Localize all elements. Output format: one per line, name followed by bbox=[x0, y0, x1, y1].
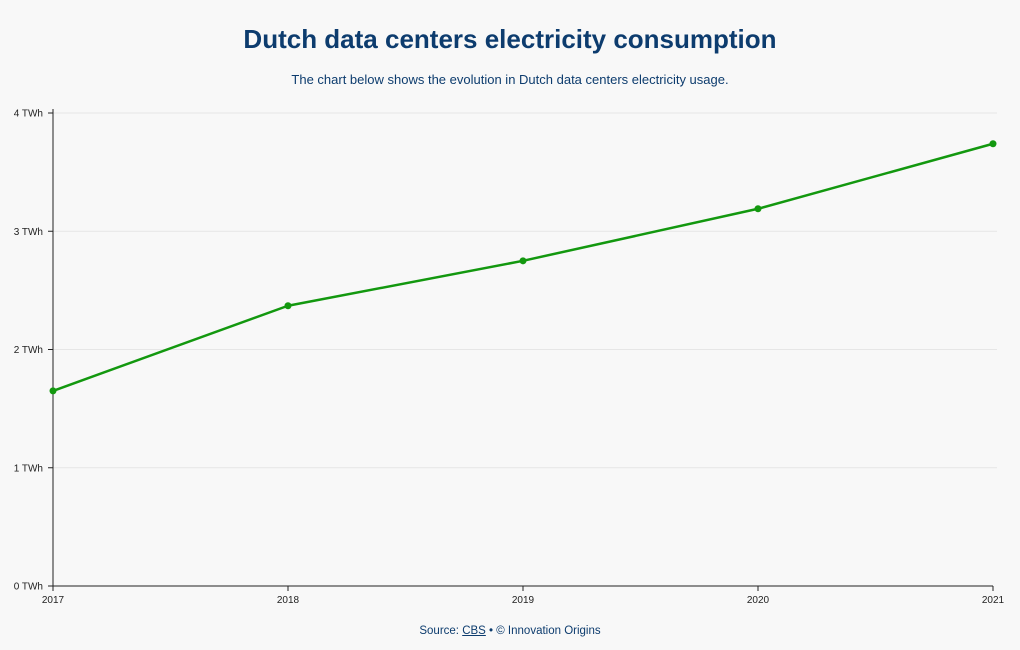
y-tick-label: 0 TWh bbox=[14, 582, 43, 593]
x-tick-label: 2017 bbox=[42, 595, 65, 606]
source-footer: Source: CBS • © Innovation Origins bbox=[0, 625, 1020, 637]
chart-title: Dutch data centers electricity consumpti… bbox=[243, 24, 777, 54]
axes bbox=[52, 109, 993, 587]
series-line bbox=[52, 142, 994, 393]
footer-separator: • bbox=[485, 625, 497, 637]
y-axis-ticks: 0 TWh 1 TWh 2 TWh 3 TWh 4 TWh bbox=[14, 109, 53, 593]
x-tick-label: 2020 bbox=[747, 595, 770, 606]
y-tick-label: 3 TWh bbox=[14, 227, 43, 238]
data-point-2017[interactable] bbox=[49, 387, 57, 395]
data-point-2021[interactable] bbox=[989, 140, 997, 148]
data-point-2020[interactable] bbox=[754, 205, 762, 213]
data-point-2019[interactable] bbox=[519, 257, 527, 265]
chart-subtitle: The chart below shows the evolution in D… bbox=[291, 72, 729, 87]
y-tick-label: 1 TWh bbox=[14, 463, 43, 474]
source-prefix: Source: bbox=[419, 625, 463, 637]
data-point-2018[interactable] bbox=[284, 302, 292, 310]
x-axis-ticks: 2017 2018 2019 2020 2021 bbox=[42, 586, 1005, 606]
gridlines bbox=[53, 112, 997, 469]
y-tick-label: 2 TWh bbox=[14, 345, 43, 356]
x-tick-label: 2018 bbox=[277, 595, 300, 606]
x-tick-label: 2021 bbox=[982, 595, 1005, 606]
y-tick-label: 4 TWh bbox=[14, 109, 43, 120]
series bbox=[49, 140, 997, 395]
source-link-cbs[interactable]: CBS bbox=[462, 625, 486, 637]
footer-credit: © Innovation Origins bbox=[496, 625, 601, 637]
x-tick-label: 2019 bbox=[512, 595, 535, 606]
